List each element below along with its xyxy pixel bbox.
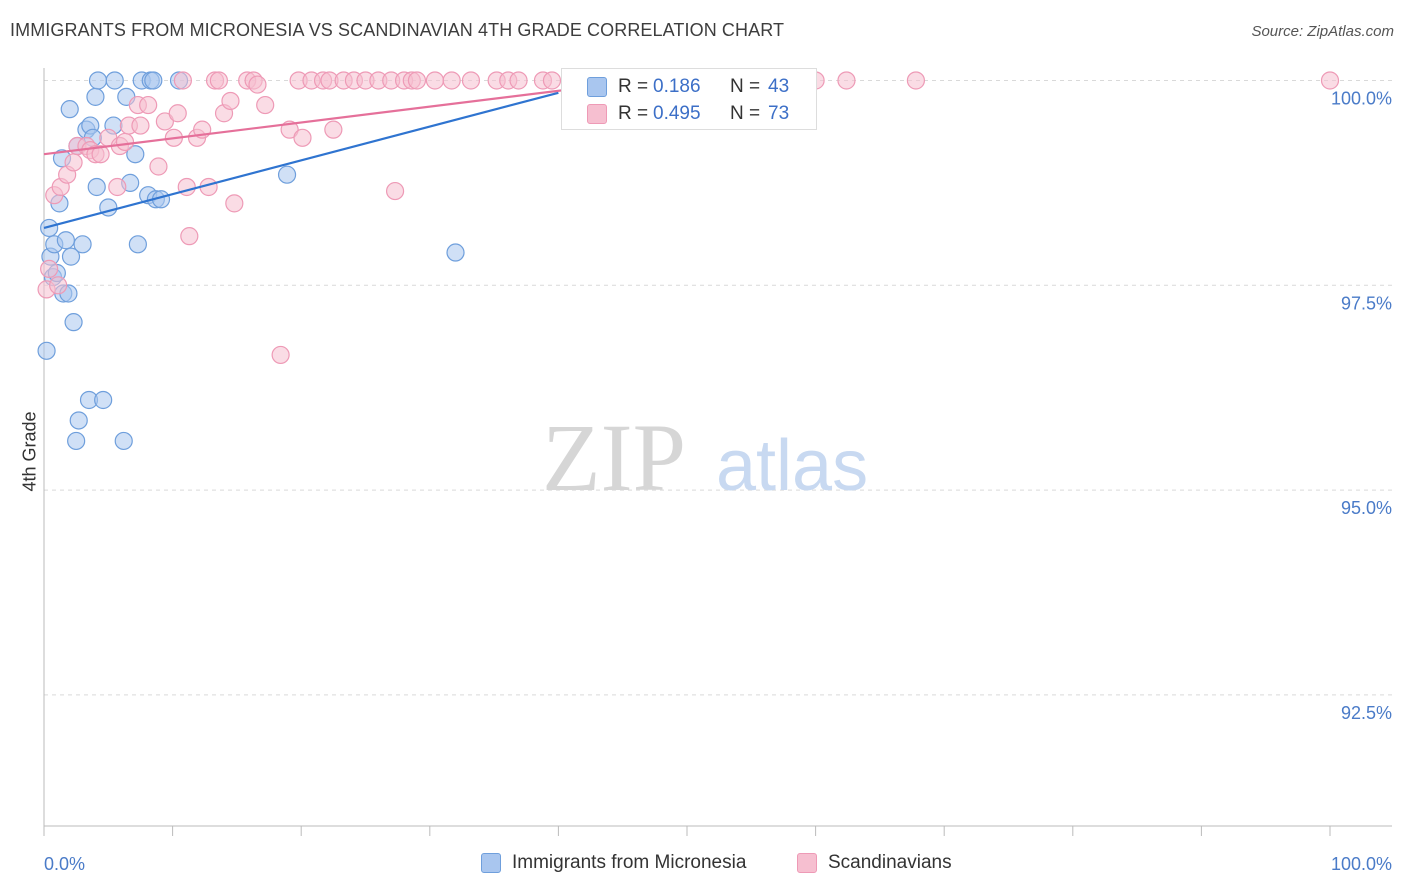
blue-trend-line: [43, 91, 559, 230]
legend: Immigrants from Micronesia Scandinavians: [0, 852, 1406, 878]
pink-data-point: [837, 71, 856, 90]
n-label: N =: [730, 76, 761, 97]
stats-swatch-blue: [587, 77, 607, 97]
pink-data-point: [542, 71, 562, 90]
pink-data-point: [180, 227, 199, 246]
source-note: Source: ZipAtlas.com: [1251, 23, 1394, 40]
legend-item-micronesia[interactable]: Immigrants from Micronesia: [481, 852, 746, 874]
pink-data-point: [407, 71, 427, 90]
blue-data-point: [86, 87, 105, 106]
blue-data-point: [105, 71, 124, 90]
r-label: R =: [618, 103, 649, 124]
axes: [43, 68, 1392, 836]
legend-swatch-blue: [481, 853, 501, 873]
legend-label: Scandinavians: [828, 852, 952, 873]
x-tick-label: 100.0%: [1331, 854, 1392, 874]
pink-data-point: [248, 75, 267, 94]
pink-data-point: [1320, 71, 1340, 90]
n-value: 73: [768, 103, 790, 124]
blue-data-point: [128, 235, 147, 254]
blue-data-point: [114, 431, 133, 451]
pink-data-point: [906, 71, 926, 90]
blue-data-point: [144, 71, 163, 90]
r-label: R =: [618, 76, 649, 97]
watermark: ZIP atlas: [542, 404, 868, 511]
pink-data-point: [155, 112, 174, 131]
pink-data-point: [256, 95, 275, 115]
blue-data-point: [446, 243, 465, 262]
blue-data-point: [40, 218, 59, 238]
blue-data-point: [37, 341, 56, 360]
pink-data-point: [173, 71, 192, 90]
blue-data-point: [56, 231, 75, 250]
n-label: N =: [730, 103, 761, 124]
blue-data-point: [126, 145, 145, 164]
pink-data-point: [168, 104, 187, 123]
blue-data-point: [94, 390, 113, 410]
legend-swatch-pink: [797, 853, 817, 873]
pink-trend-line: [43, 79, 643, 156]
stats-row-pink: R = 0.495 N = 73: [562, 100, 818, 128]
stats-swatch-pink: [587, 104, 607, 124]
blue-data-point: [73, 235, 92, 254]
pink-data-point: [509, 71, 528, 90]
blue-data-point: [277, 165, 297, 184]
stats-box: R = 0.186 N = 43 R = 0.495 N = 73: [561, 68, 817, 130]
pink-data-point: [442, 71, 461, 90]
pink-data-point: [293, 128, 312, 147]
blue-data-point: [88, 71, 108, 90]
blue-data-point: [64, 313, 83, 332]
trend-lines: [43, 79, 643, 230]
y-tick-label: 95.0%: [1341, 498, 1392, 518]
tick-labels: 100.0% 97.5% 95.0% 92.5% 0.0% 100.0%: [44, 88, 1392, 874]
watermark-zip: ZIP: [542, 404, 686, 511]
n-value: 43: [768, 76, 790, 97]
y-axis-label: 4th Grade: [19, 411, 40, 492]
legend-label: Immigrants from Micronesia: [512, 852, 747, 873]
pink-data-point: [49, 276, 68, 295]
pink-data-point: [64, 153, 83, 172]
blue-data-point: [60, 100, 79, 119]
stats-row-blue: R = 0.186 N = 43: [562, 73, 818, 101]
data-points: [37, 71, 1340, 451]
y-tick-label: 92.5%: [1341, 703, 1392, 723]
pink-data-point: [225, 194, 244, 213]
pink-data-point: [139, 95, 158, 115]
pink-data-point: [271, 345, 290, 365]
pink-data-point: [149, 157, 168, 176]
pink-data-point: [461, 71, 481, 90]
r-value: 0.495: [653, 103, 701, 124]
pink-data-point: [425, 71, 445, 90]
grid-lines: [44, 79, 1392, 696]
legend-item-scandinavians[interactable]: Scandinavians: [797, 852, 952, 874]
pink-data-point: [131, 116, 150, 135]
chart-title: IMMIGRANTS FROM MICRONESIA VS SCANDINAVI…: [10, 20, 785, 40]
pink-data-point: [324, 120, 343, 139]
blue-data-point: [69, 411, 88, 430]
x-tick-label: 0.0%: [44, 854, 85, 874]
pink-data-point: [40, 259, 59, 279]
y-tick-label: 97.5%: [1341, 293, 1392, 313]
watermark-atlas: atlas: [716, 426, 868, 506]
r-value: 0.186: [653, 76, 701, 97]
pink-data-point: [91, 145, 110, 164]
pink-data-point: [115, 132, 135, 152]
pink-data-point: [209, 71, 228, 90]
pink-data-point: [221, 91, 240, 111]
blue-data-point: [61, 247, 81, 266]
pink-data-point: [108, 177, 127, 197]
y-tick-label: 100.0%: [1331, 88, 1392, 108]
blue-data-point: [67, 431, 86, 451]
blue-data-point: [87, 177, 106, 197]
pink-data-point: [385, 181, 405, 201]
